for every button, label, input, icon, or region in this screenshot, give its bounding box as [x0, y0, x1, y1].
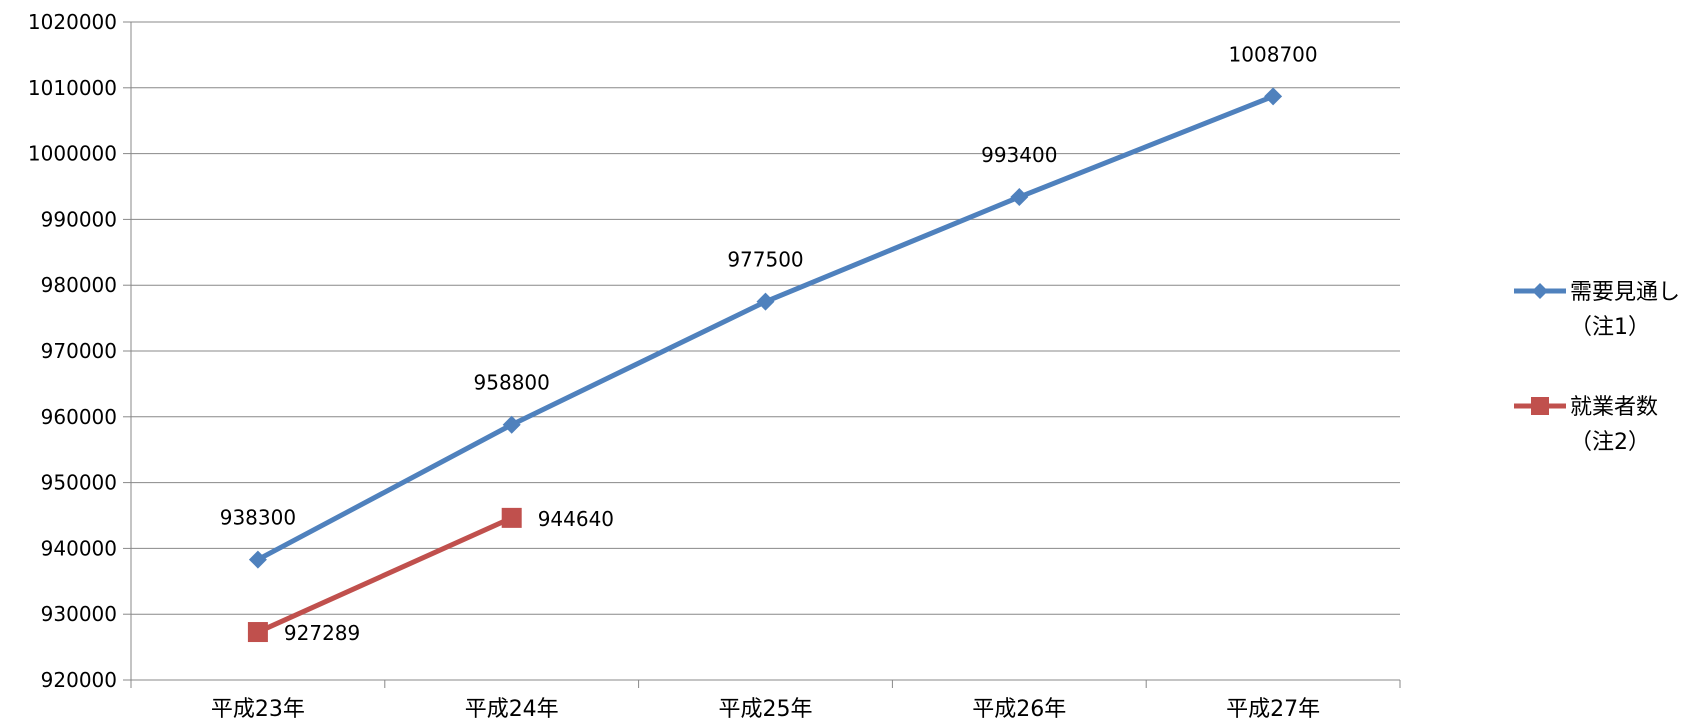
y-tick-label: 1010000 [28, 76, 117, 100]
legend-item-1: 需要見通し （注1） [1514, 280, 1680, 340]
series-2 [247, 507, 522, 643]
axes [123, 21, 1401, 688]
x-tick-label: 平成25年 [719, 697, 813, 722]
data-label: 927289 [284, 621, 360, 645]
legend-marker [1532, 283, 1548, 299]
data-label: 977500 [727, 248, 803, 272]
y-tick-label: 1000000 [28, 142, 117, 166]
y-tick-label: 990000 [41, 207, 117, 231]
x-tick-label: 平成26年 [972, 697, 1066, 722]
legend-label: （注1） [1570, 315, 1650, 340]
y-tick-label: 1020000 [28, 10, 117, 34]
data-label: 958800 [474, 371, 550, 395]
x-tick-label: 平成23年 [211, 697, 305, 722]
x-tick-label: 平成24年 [465, 697, 559, 722]
series-line [255, 515, 515, 635]
legend-label: （注2） [1570, 430, 1650, 455]
legend: 需要見通し （注1） 就業者数 （注2） [1514, 280, 1680, 455]
y-tick-label: 950000 [41, 471, 117, 495]
data-labels: 938300 958800 977500 993400 1008700 927289 944… [220, 42, 1318, 645]
data-label: 993400 [981, 143, 1057, 167]
legend-marker [1531, 397, 1549, 415]
data-point [502, 415, 521, 434]
data-point [501, 507, 522, 528]
y-tick-label: 930000 [41, 602, 117, 626]
series-line [255, 93, 1276, 563]
data-point [1010, 188, 1029, 207]
x-tick-label: 平成27年 [1226, 697, 1320, 722]
series-1 [248, 87, 1283, 569]
legend-label: 需要見通し [1570, 280, 1680, 305]
y-axis-tick-labels: 920000 930000 940000 950000 960000 970000 9800… [28, 10, 117, 692]
y-tick-label: 940000 [41, 536, 117, 560]
data-label: 938300 [220, 506, 296, 530]
data-point [756, 292, 775, 311]
y-tick-label: 980000 [41, 273, 117, 297]
x-axis-tick-labels: 平成23年 平成24年 平成25年 平成26年 平成27年 [211, 697, 1320, 722]
data-point [248, 550, 267, 569]
legend-label: 就業者数 [1570, 395, 1658, 420]
data-point [247, 622, 268, 643]
y-tick-label: 960000 [41, 405, 117, 429]
y-tick-label: 920000 [41, 668, 117, 692]
legend-item-2: 就業者数 （注2） [1514, 395, 1658, 455]
data-label: 944640 [538, 507, 614, 531]
data-point [1264, 87, 1283, 106]
series-group [247, 87, 1283, 643]
data-label: 1008700 [1229, 42, 1318, 66]
y-tick-label: 970000 [41, 339, 117, 363]
gridlines [131, 21, 1400, 681]
